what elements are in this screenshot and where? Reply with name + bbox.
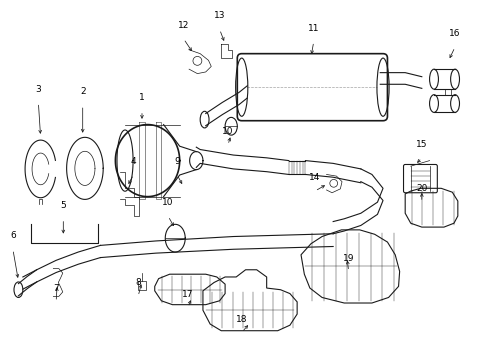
Text: 5: 5 (61, 201, 66, 210)
Text: 19: 19 (342, 253, 354, 262)
Text: 14: 14 (308, 173, 320, 182)
Text: 9: 9 (174, 157, 180, 166)
Text: 7: 7 (53, 284, 59, 293)
Text: 17: 17 (182, 289, 193, 298)
Text: 11: 11 (307, 24, 319, 33)
Text: 13: 13 (213, 12, 225, 21)
Text: 8: 8 (135, 279, 141, 288)
Text: 15: 15 (415, 140, 427, 149)
Text: 1: 1 (139, 93, 144, 102)
Text: 10: 10 (222, 127, 233, 136)
Text: 18: 18 (236, 315, 247, 324)
Text: 16: 16 (448, 29, 460, 38)
Text: 12: 12 (178, 21, 189, 30)
Text: 20: 20 (415, 184, 427, 193)
Text: 4: 4 (131, 157, 136, 166)
Text: 3: 3 (36, 85, 41, 94)
Text: 2: 2 (80, 87, 85, 96)
Text: 10: 10 (162, 198, 173, 207)
Text: 6: 6 (10, 231, 16, 240)
